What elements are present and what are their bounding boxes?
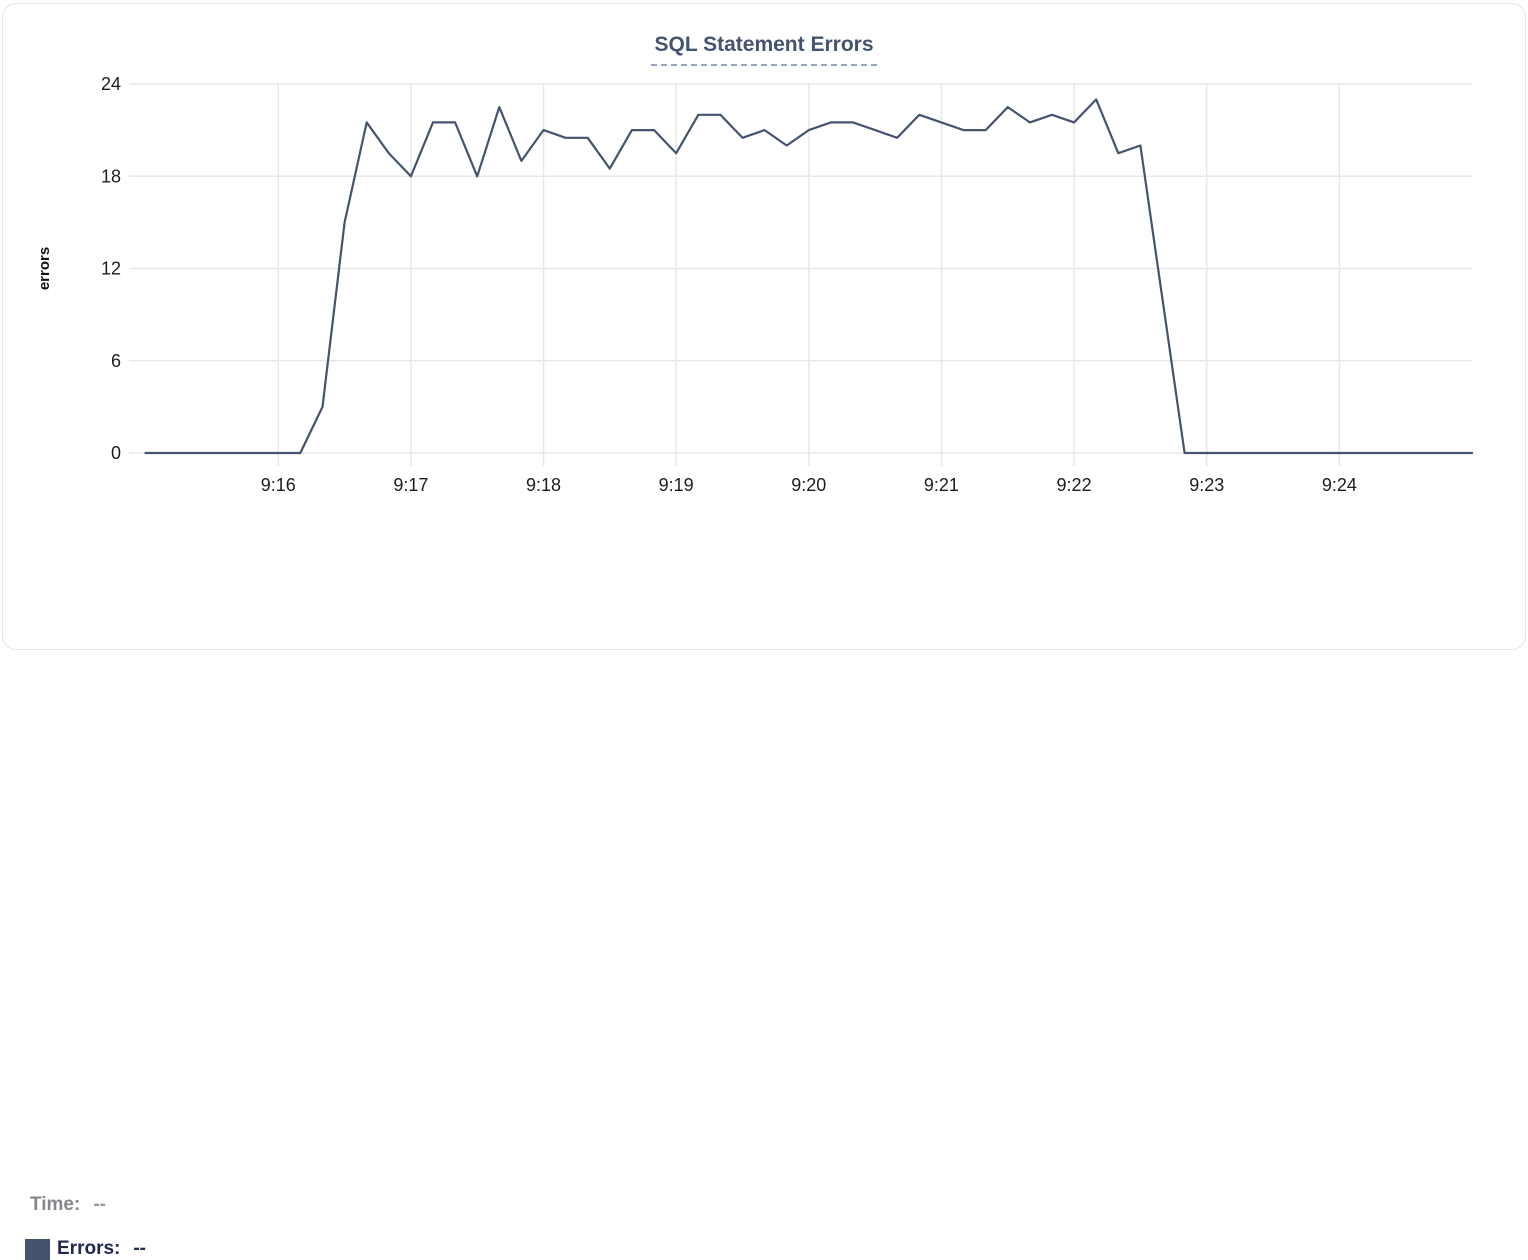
errors-series-swatch xyxy=(25,1238,50,1260)
chart-title[interactable]: SQL Statement Errors xyxy=(651,33,877,66)
svg-text:errors: errors xyxy=(36,247,53,290)
svg-text:18: 18 xyxy=(101,166,121,186)
svg-text:0: 0 xyxy=(111,443,121,463)
svg-text:9:19: 9:19 xyxy=(659,475,694,495)
errors-line-chart[interactable]: 0 6 12 18 24 9:16 9:17 9:18 9:19 9:20 9:21 9:22 9:23… xyxy=(3,4,1527,524)
svg-text:9:21: 9:21 xyxy=(924,475,959,495)
svg-text:9:24: 9:24 xyxy=(1322,475,1357,495)
tooltip-time-label: Time: xyxy=(30,1194,81,1215)
svg-text:24: 24 xyxy=(101,74,121,94)
svg-text:9:16: 9:16 xyxy=(261,475,296,495)
tooltip-time-value: -- xyxy=(93,1194,106,1215)
tooltip-errors-value: -- xyxy=(133,1238,147,1259)
chart-header: SQL Statement Errors xyxy=(3,33,1525,66)
svg-text:6: 6 xyxy=(111,351,121,371)
svg-text:12: 12 xyxy=(101,259,121,279)
svg-text:9:17: 9:17 xyxy=(393,475,428,495)
svg-text:9:20: 9:20 xyxy=(791,475,826,495)
chart-card: SQL Statement Errors 0 6 12 18 24 9:16 9:17 9:1… xyxy=(2,3,1527,1260)
svg-text:9:18: 9:18 xyxy=(526,475,561,495)
svg-text:9:22: 9:22 xyxy=(1057,475,1092,495)
tooltip-errors-row: Errors: -- xyxy=(25,1238,146,1260)
svg-text:9:23: 9:23 xyxy=(1189,475,1224,495)
tooltip-errors-label: Errors: xyxy=(57,1238,121,1259)
tooltip-time-row: Time: -- xyxy=(30,1194,106,1216)
